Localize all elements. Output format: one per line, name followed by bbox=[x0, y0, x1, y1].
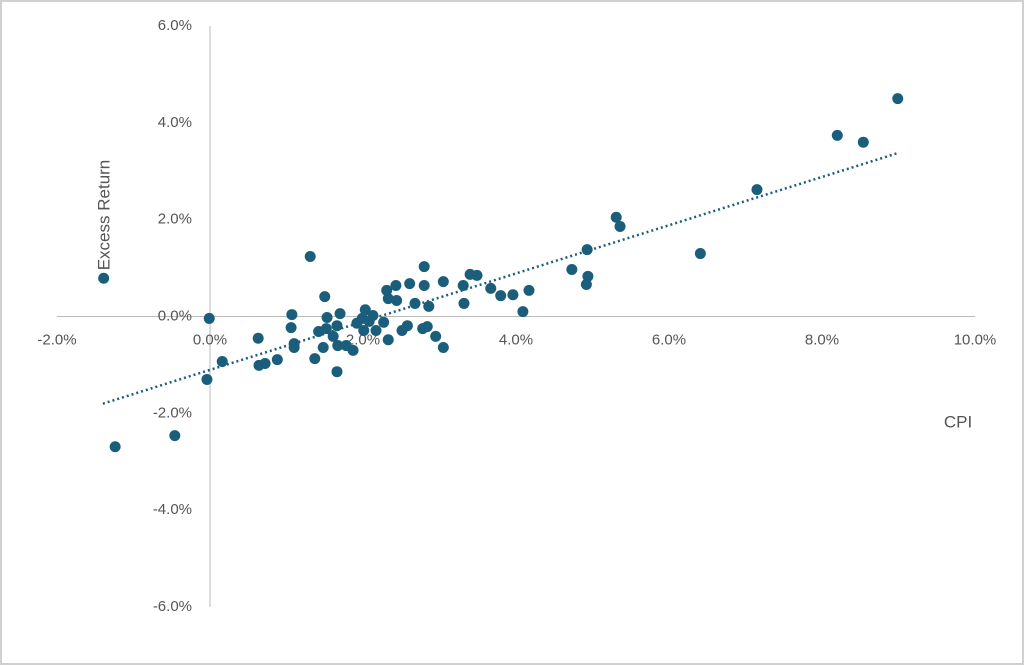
point bbox=[331, 366, 343, 378]
point bbox=[517, 306, 529, 318]
y-tick-label: 6.0% bbox=[158, 17, 192, 34]
point bbox=[401, 320, 413, 332]
point bbox=[252, 332, 264, 344]
y-tick-label: -2.0% bbox=[153, 404, 192, 421]
point bbox=[358, 325, 370, 337]
point bbox=[857, 136, 869, 148]
x-tick-label: 10.0% bbox=[954, 331, 997, 348]
point bbox=[201, 373, 213, 385]
point bbox=[831, 129, 843, 141]
point bbox=[319, 291, 331, 303]
x-axis-title: CPI bbox=[944, 412, 972, 431]
point bbox=[347, 344, 359, 356]
point bbox=[892, 93, 904, 105]
point bbox=[327, 330, 339, 342]
point bbox=[581, 244, 593, 256]
point bbox=[418, 261, 430, 273]
point bbox=[381, 284, 393, 296]
point bbox=[370, 325, 382, 337]
point bbox=[430, 330, 442, 342]
point bbox=[580, 279, 592, 291]
point bbox=[458, 297, 470, 309]
point bbox=[109, 441, 121, 453]
point bbox=[332, 340, 344, 352]
point bbox=[391, 295, 403, 307]
point bbox=[98, 272, 110, 284]
point bbox=[457, 280, 469, 292]
point bbox=[382, 334, 394, 346]
point bbox=[614, 220, 626, 232]
point bbox=[169, 430, 181, 442]
point bbox=[285, 322, 297, 334]
point bbox=[367, 310, 379, 322]
point bbox=[390, 280, 402, 292]
point bbox=[382, 293, 394, 305]
point bbox=[216, 356, 228, 368]
point bbox=[437, 341, 449, 353]
x-tick-label: 8.0% bbox=[805, 331, 839, 348]
point bbox=[423, 300, 435, 312]
point bbox=[418, 280, 430, 292]
point bbox=[523, 284, 535, 296]
point bbox=[421, 321, 433, 333]
y-tick-label: 2.0% bbox=[158, 211, 192, 228]
point bbox=[751, 184, 763, 196]
point bbox=[359, 304, 371, 316]
point bbox=[309, 353, 321, 365]
trendline bbox=[102, 151, 899, 405]
point bbox=[288, 341, 300, 353]
point bbox=[485, 282, 497, 294]
x-tick-label: -2.0% bbox=[37, 331, 76, 348]
point bbox=[404, 278, 416, 290]
y-tick-label: 4.0% bbox=[158, 114, 192, 131]
x-tick-label: 6.0% bbox=[652, 331, 686, 348]
point bbox=[495, 290, 507, 302]
point bbox=[694, 248, 706, 260]
point bbox=[334, 308, 346, 320]
point bbox=[507, 289, 519, 301]
point bbox=[320, 323, 332, 335]
point bbox=[582, 270, 594, 282]
x-tick-label: 2.0% bbox=[346, 331, 380, 348]
point bbox=[437, 276, 449, 288]
point bbox=[409, 297, 421, 309]
point bbox=[331, 320, 343, 332]
y-tick-label: 0.0% bbox=[158, 307, 192, 324]
point bbox=[321, 311, 333, 323]
point bbox=[378, 316, 390, 328]
point bbox=[271, 354, 283, 366]
point bbox=[286, 309, 298, 321]
point bbox=[304, 250, 316, 262]
point bbox=[610, 211, 622, 223]
x-tick-label: 0.0% bbox=[193, 331, 227, 348]
point bbox=[566, 264, 578, 276]
point bbox=[259, 357, 271, 369]
point bbox=[471, 269, 483, 281]
point bbox=[317, 341, 329, 353]
y-axis-title: Excess Return bbox=[94, 160, 113, 271]
point bbox=[203, 312, 215, 324]
y-tick-label: -6.0% bbox=[153, 598, 192, 615]
x-tick-label: 4.0% bbox=[499, 331, 533, 348]
y-tick-label: -4.0% bbox=[153, 501, 192, 518]
